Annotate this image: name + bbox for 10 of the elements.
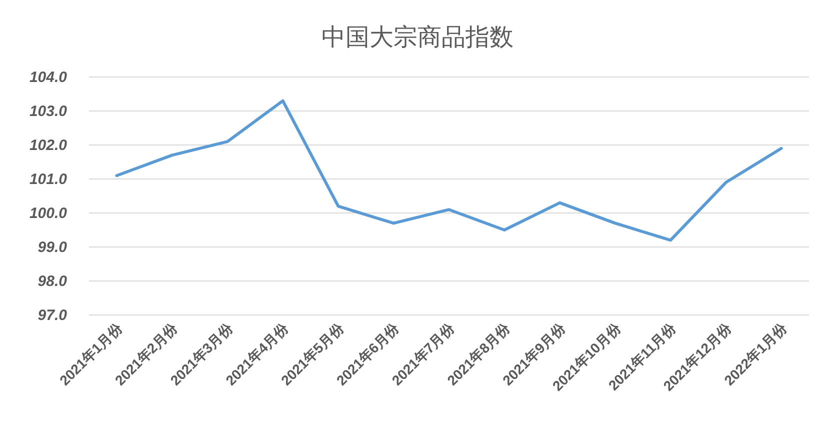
y-tick-label: 100.0: [29, 205, 68, 222]
line-series: [115, 99, 783, 242]
y-tick-label: 98.0: [38, 273, 68, 290]
y-tick-label: 99.0: [38, 239, 68, 256]
y-tick-label: 97.0: [38, 307, 68, 324]
y-tick-label: 103.0: [29, 103, 68, 120]
y-tick-label: 102.0: [29, 137, 68, 154]
y-tick-label: 101.0: [29, 171, 68, 188]
y-tick-label: 104.0: [29, 69, 68, 86]
chart-title: 中国大宗商品指数: [322, 24, 514, 51]
